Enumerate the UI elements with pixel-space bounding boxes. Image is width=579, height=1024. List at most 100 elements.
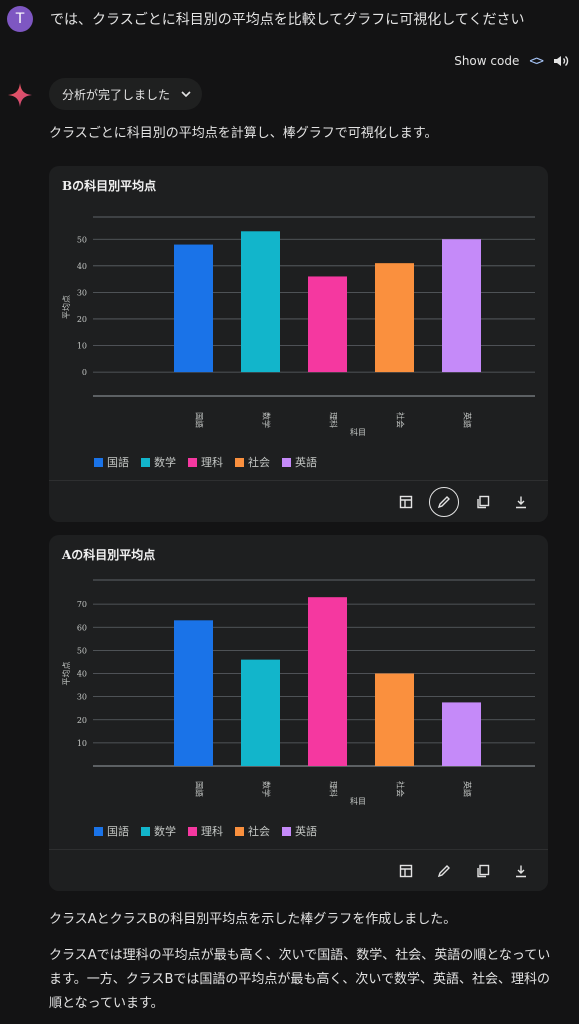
y-tick-label: 40 xyxy=(77,262,87,271)
y-tick-label: 0 xyxy=(82,368,87,377)
y-axis-label: 平均点 xyxy=(61,295,71,319)
bar xyxy=(375,263,414,373)
legend-swatch xyxy=(235,457,244,467)
y-tick-label: 50 xyxy=(77,646,87,655)
y-tick-label: 50 xyxy=(77,235,87,244)
chart-card-a: Aの科目別平均点 10 20 30 40 50 60 70 平均点 国語 数学 理科 社会 英語 科目 国… xyxy=(49,535,548,891)
y-tick-label: 20 xyxy=(77,315,87,324)
table-icon xyxy=(399,864,413,878)
legend-item: 社会 xyxy=(235,454,270,470)
y-tick-label: 20 xyxy=(77,716,87,725)
y-tick-label: 40 xyxy=(77,670,87,679)
speaker-icon[interactable] xyxy=(553,53,569,69)
chart-card-b: Bの科目別平均点 0 10 20 30 40 50 平均点 国語 数学 理科 社会 英語 科目 国語 数学… xyxy=(49,166,548,522)
bar xyxy=(174,244,213,373)
legend-swatch xyxy=(235,826,244,836)
edit-icon xyxy=(437,865,450,878)
legend-swatch xyxy=(282,826,291,836)
copy-chart-button[interactable] xyxy=(468,487,498,517)
legend-label: 社会 xyxy=(248,456,270,469)
edit-chart-button[interactable] xyxy=(429,487,459,517)
legend-label: 理科 xyxy=(201,456,223,469)
legend-label: 国語 xyxy=(107,825,129,838)
legend-label: 社会 xyxy=(248,825,270,838)
x-tick-label: 社会 xyxy=(396,412,406,428)
show-code-label: Show code xyxy=(454,54,520,68)
table-view-button[interactable] xyxy=(391,487,421,517)
legend-swatch xyxy=(94,826,103,836)
legend-swatch xyxy=(141,826,150,836)
download-icon xyxy=(516,865,526,878)
x-tick-label: 英語 xyxy=(463,412,473,428)
copy-icon xyxy=(477,495,490,509)
y-tick-label: 10 xyxy=(77,342,87,351)
user-message: では、クラスごとに科目別の平均点を比較してグラフに可視化してください xyxy=(50,12,525,28)
legend-item: 国語 xyxy=(94,454,129,470)
legend-swatch xyxy=(188,826,197,836)
legend-label: 理科 xyxy=(201,825,223,838)
bar xyxy=(174,620,213,766)
x-axis-label: 科目 xyxy=(350,796,366,806)
table-view-button[interactable] xyxy=(391,856,421,886)
bar xyxy=(308,276,347,373)
bar xyxy=(442,239,481,373)
legend-label: 英語 xyxy=(295,825,317,838)
legend-swatch xyxy=(141,457,150,467)
legend-swatch xyxy=(282,457,291,467)
copy-icon xyxy=(477,864,490,878)
chart-legend: 国語 数学 理科 社会 英語 xyxy=(94,823,317,839)
show-code-button[interactable]: Show code <> xyxy=(454,53,569,69)
legend-item: 国語 xyxy=(94,823,129,839)
summary-paragraph-2: クラスAでは理科の平均点が最も高く、次いで国語、数学、社会、英語の順となっていま… xyxy=(49,948,551,1011)
legend-item: 理科 xyxy=(188,454,223,470)
chart-legend: 国語 数学 理科 社会 英語 xyxy=(94,454,317,470)
y-tick-label: 70 xyxy=(77,600,87,609)
x-tick-label: 数学 xyxy=(262,781,272,797)
download-icon xyxy=(516,496,526,509)
chart-toolbar xyxy=(49,849,548,891)
legend-item: 数学 xyxy=(141,823,176,839)
user-avatar: T xyxy=(7,6,33,32)
y-axis-label: 平均点 xyxy=(61,662,71,686)
x-tick-label: 国語 xyxy=(195,412,205,428)
gemini-spark-icon xyxy=(8,83,32,107)
edit-chart-button[interactable] xyxy=(429,856,459,886)
table-icon xyxy=(399,495,413,509)
bar xyxy=(241,231,280,373)
x-tick-label: 英語 xyxy=(463,781,473,797)
chart-toolbar xyxy=(49,480,548,522)
x-tick-label: 理科 xyxy=(329,781,339,797)
analysis-status-toggle[interactable]: 分析が完了しました xyxy=(49,78,203,110)
y-tick-label: 30 xyxy=(77,693,87,702)
x-axis-label: 科目 xyxy=(350,427,366,437)
legend-label: 数学 xyxy=(154,825,176,838)
legend-item: 英語 xyxy=(282,823,317,839)
bar xyxy=(442,702,481,766)
chart-title: Bの科目別平均点 xyxy=(62,179,157,193)
x-tick-label: 国語 xyxy=(195,781,205,797)
chart-title: Aの科目別平均点 xyxy=(62,548,156,562)
copy-chart-button[interactable] xyxy=(468,856,498,886)
bar xyxy=(375,673,414,766)
download-chart-button[interactable] xyxy=(506,856,536,886)
y-tick-label: 10 xyxy=(77,739,87,748)
legend-item: 理科 xyxy=(188,823,223,839)
y-tick-label: 60 xyxy=(77,623,87,632)
legend-item: 社会 xyxy=(235,823,270,839)
bar xyxy=(308,597,347,766)
bar xyxy=(241,659,280,766)
legend-swatch xyxy=(188,457,197,467)
x-tick-label: 社会 xyxy=(396,781,406,797)
chevron-down-icon xyxy=(181,91,191,98)
legend-label: 数学 xyxy=(154,456,176,469)
download-chart-button[interactable] xyxy=(506,487,536,517)
x-tick-label: 理科 xyxy=(329,412,339,428)
legend-item: 数学 xyxy=(141,454,176,470)
analysis-status-label: 分析が完了しました xyxy=(62,87,171,102)
y-tick-label: 30 xyxy=(77,288,87,297)
legend-swatch xyxy=(94,457,103,467)
intro-text: クラスごとに科目別の平均点を計算し、棒グラフで可視化します。 xyxy=(49,126,438,141)
code-icon: <> xyxy=(529,53,544,69)
